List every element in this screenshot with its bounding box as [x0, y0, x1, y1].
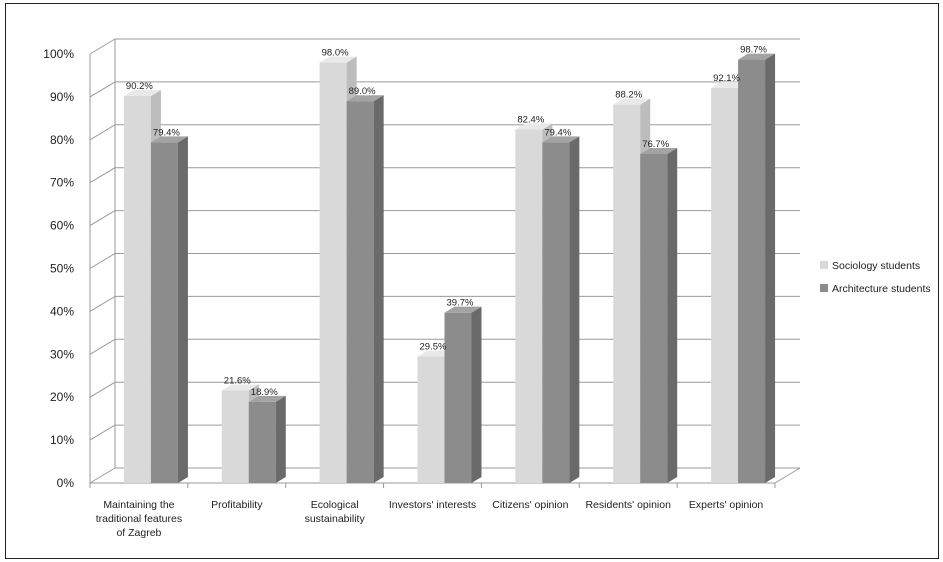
- legend-swatch: [820, 261, 828, 269]
- gridline-side: [89, 467, 116, 484]
- bar-front: [417, 356, 445, 483]
- y-tick-label: 50%: [50, 262, 74, 276]
- bar-top: [613, 98, 651, 105]
- bar-architecture: [444, 306, 482, 483]
- category-label: Citizens' opinion: [492, 499, 568, 511]
- gridline-side: [89, 124, 116, 141]
- y-tick-label: 0%: [57, 476, 75, 490]
- bar-top: [542, 136, 580, 143]
- bar-architecture: [346, 95, 384, 483]
- bar-front: [640, 153, 668, 483]
- bar-top: [444, 306, 482, 313]
- data-label: 21.6%: [224, 375, 251, 386]
- floor-right-edge: [774, 467, 801, 484]
- bar-side: [569, 136, 580, 483]
- y-tick-label: 40%: [50, 304, 74, 318]
- bar-front: [711, 87, 739, 484]
- data-label: 88.2%: [615, 90, 642, 101]
- category-label: Investors' interests: [389, 499, 476, 511]
- x-axis-labels: Maintaining the traditional features of Za…: [96, 499, 764, 539]
- category-label: Experts' opinion: [689, 499, 764, 511]
- bar-top: [319, 56, 357, 63]
- bar-architecture: [248, 395, 286, 483]
- category-label: Residents' opinion: [585, 499, 671, 511]
- y-tick-label: 30%: [50, 347, 74, 361]
- bar-top: [123, 90, 161, 97]
- bar-architecture: [640, 147, 678, 483]
- data-label: 79.4%: [153, 127, 180, 138]
- legend-label: Architecture students: [832, 283, 931, 295]
- data-label: 82.4%: [517, 115, 544, 126]
- y-tick-label: 20%: [50, 390, 74, 404]
- legend-swatch: [820, 284, 828, 292]
- y-tick-label: 100%: [43, 47, 74, 61]
- bar-top: [738, 53, 776, 60]
- bar-top: [515, 123, 553, 130]
- data-label: 90.2%: [126, 81, 153, 92]
- category-label: Profitability: [211, 499, 263, 511]
- bar-side: [275, 395, 286, 483]
- bar-front: [738, 59, 766, 484]
- category-label: Ecological sustainability: [305, 499, 366, 525]
- bar-architecture: [738, 53, 776, 484]
- bar-top: [346, 95, 384, 102]
- bar-architecture: [542, 136, 580, 483]
- gridline-side: [89, 81, 116, 98]
- bar-top: [221, 384, 259, 391]
- data-label: 89.0%: [349, 86, 376, 97]
- bar-top: [150, 136, 188, 143]
- gridline-side: [89, 38, 116, 55]
- gridline-side: [89, 253, 116, 269]
- data-label: 29.5%: [420, 341, 447, 352]
- data-label: 98.0%: [322, 48, 349, 59]
- bar-front: [123, 96, 151, 484]
- gridline-side: [89, 424, 116, 441]
- bar-side: [471, 306, 482, 483]
- bar-side: [373, 95, 384, 483]
- bar-top: [248, 395, 286, 402]
- bars: [123, 53, 776, 484]
- y-tick-label: 10%: [50, 433, 74, 447]
- bar-front: [319, 62, 347, 484]
- bar-front: [444, 312, 472, 483]
- gridline-side: [89, 295, 116, 312]
- legend: Sociology students Architecture students: [820, 260, 931, 295]
- legend-label: Sociology students: [832, 260, 920, 272]
- bar-front: [221, 390, 249, 483]
- bar-front: [515, 129, 543, 483]
- data-label: 98.7%: [740, 45, 767, 56]
- data-label: 39.7%: [447, 298, 474, 309]
- bar-front: [346, 101, 374, 483]
- bar-side: [177, 136, 188, 483]
- bar-architecture: [150, 136, 188, 483]
- gridline-side: [89, 338, 116, 355]
- bar-front: [542, 142, 570, 483]
- bar-front: [248, 401, 276, 483]
- bar-top: [640, 147, 678, 154]
- data-label: 18.9%: [251, 387, 278, 398]
- y-axis-ticks: 0% 10% 20% 30% 40% 50% 60% 70% 80% 90% 100%: [43, 47, 74, 490]
- gridline-side: [89, 210, 116, 227]
- bar-front: [150, 142, 178, 483]
- y-tick-label: 80%: [50, 133, 74, 147]
- data-label: 79.4%: [544, 127, 571, 138]
- data-label: 92.1%: [713, 73, 740, 84]
- bar-front: [613, 104, 641, 483]
- y-tick-label: 90%: [50, 90, 74, 104]
- bar-side: [765, 53, 776, 484]
- data-labels: 90.2% 79.4% 21.6%18.9% 98.0% 89.0% 29.5% 39.7%…: [126, 45, 768, 398]
- y-tick-label: 70%: [50, 176, 74, 190]
- gridline-side: [89, 381, 116, 398]
- category-label: Maintaining the traditional features of Za…: [96, 499, 182, 539]
- y-tick-label: 60%: [50, 219, 74, 233]
- data-label: 76.7%: [642, 139, 669, 150]
- bar-side: [667, 147, 678, 483]
- gridline-side: [89, 167, 116, 184]
